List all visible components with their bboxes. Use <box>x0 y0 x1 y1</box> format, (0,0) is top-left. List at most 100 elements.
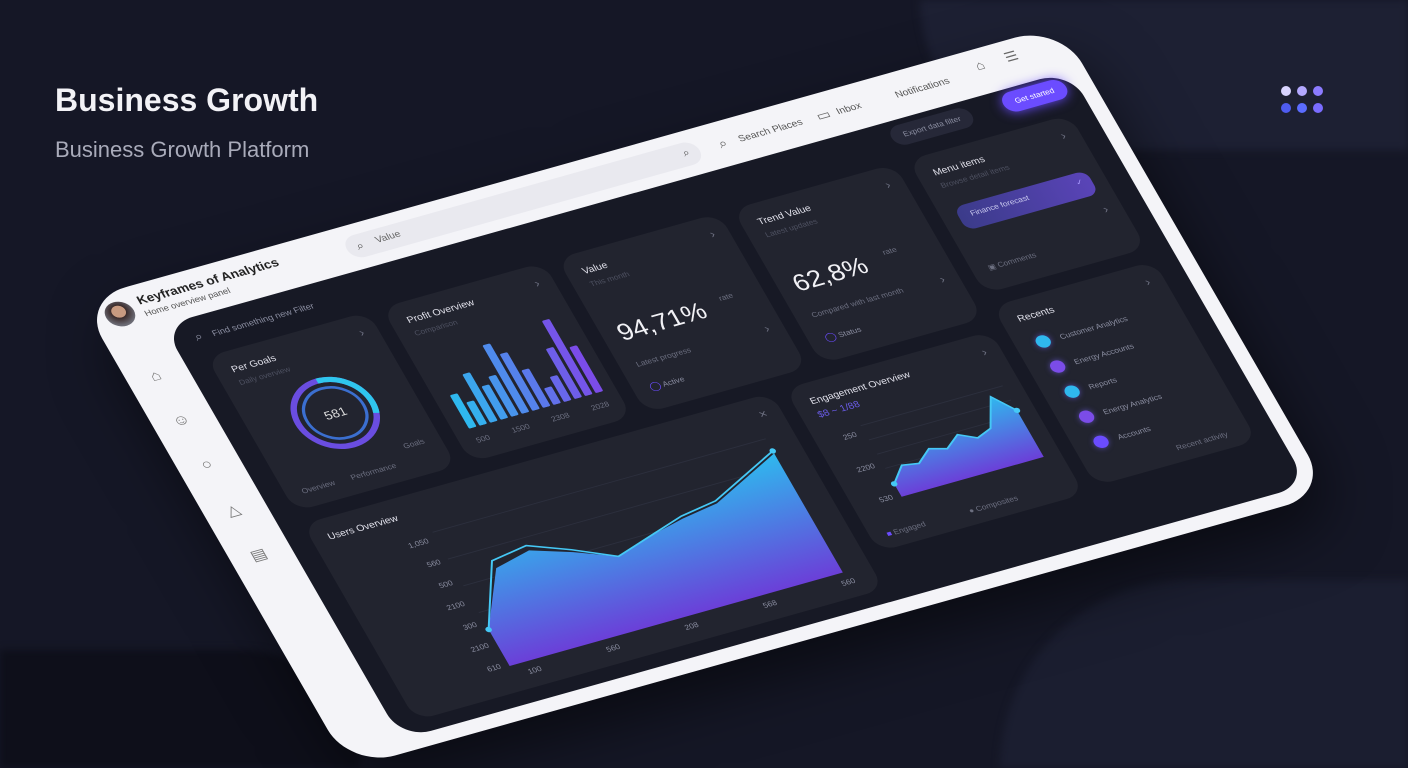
engagement-area-chart: 250 2200 530 <box>841 385 1044 504</box>
hero-subtitle: Business Growth Platform <box>55 137 310 162</box>
kpi-caption: Latest progress <box>634 345 693 369</box>
search-placeholder: Value <box>373 229 404 246</box>
avatar[interactable] <box>99 298 141 330</box>
item-icon <box>1032 333 1054 350</box>
dot <box>1297 103 1307 113</box>
smile-icon[interactable]: ☺ <box>169 411 194 430</box>
x-tick-label: 100 <box>526 664 544 675</box>
users-area-chart: 1,050 560 500 2100 300 2100 610 100 560 208 568 560 <box>407 438 858 676</box>
card-title: Value <box>580 260 611 277</box>
item-label: Energy Analytics <box>1101 392 1164 416</box>
y-tick-label: 2100 <box>445 599 467 612</box>
bell-icon[interactable]: △ <box>223 502 244 520</box>
y-tick-label: 1,050 <box>407 537 432 550</box>
bar-chart-card: Profit Overview Comparison › 500 1500 23… <box>381 262 633 463</box>
y-tick-label: 610 <box>485 662 503 673</box>
bar <box>544 386 561 405</box>
comments-label: Comments <box>995 250 1039 270</box>
nav-link-inbox[interactable]: Inbox <box>834 100 864 117</box>
item-label: Reports <box>1086 375 1119 391</box>
list-item[interactable]: Reports <box>1061 373 1120 400</box>
list-item[interactable]: Energy Accounts <box>1047 340 1136 375</box>
bar <box>488 375 519 417</box>
gridline <box>447 465 782 560</box>
chevron-right-icon[interactable]: › <box>706 226 718 241</box>
device-frame: Keyframes of Analytics Home overview pan… <box>80 25 1330 768</box>
button-label: Finance forecast <box>968 193 1031 218</box>
get-started-button[interactable]: Get started <box>997 77 1072 115</box>
dot <box>1313 103 1323 113</box>
y-tick-label: 500 <box>437 579 455 590</box>
search-icon[interactable]: ⌕ <box>714 135 731 151</box>
item-icon <box>1090 434 1112 450</box>
y-tick-label: 300 <box>461 620 479 631</box>
circle-icon[interactable]: ○ <box>198 456 216 474</box>
item-label: Energy Accounts <box>1072 341 1136 366</box>
close-icon[interactable]: × <box>755 406 771 422</box>
dot <box>1281 86 1291 96</box>
area-fill <box>488 453 843 667</box>
chevron-right-icon[interactable]: › <box>881 177 894 192</box>
list-item[interactable]: Energy Analytics <box>1076 390 1164 425</box>
search-icon[interactable]: ⌕ <box>680 147 693 160</box>
gridline <box>860 385 1004 427</box>
legend-label: Composites <box>973 494 1020 514</box>
data-point[interactable] <box>768 448 777 455</box>
tick-label: 2028 <box>589 399 612 413</box>
chevron-right-icon[interactable]: › <box>355 325 368 340</box>
home-icon[interactable]: ⌂ <box>147 367 165 385</box>
tick-label: 1500 <box>509 422 532 435</box>
donut-label: Overview <box>299 478 337 496</box>
chevron-right-icon[interactable]: › <box>978 344 990 359</box>
data-point[interactable] <box>1013 407 1022 414</box>
data-point[interactable] <box>484 626 493 633</box>
bar <box>546 347 582 399</box>
kpi-unit: rate <box>717 291 735 303</box>
donut-inner-ring <box>301 386 369 440</box>
chevron-right-icon[interactable]: › <box>936 272 948 286</box>
inbox-icon[interactable]: ▭ <box>812 106 834 124</box>
engagement-area-chart-card: Engagement Overview $8 ~ 1/88 › 250 2200 5… <box>784 331 1085 552</box>
dots-logo-icon <box>1281 86 1323 113</box>
chevron-right-icon[interactable]: › <box>531 276 543 290</box>
comments-link[interactable]: ▣ Comments <box>986 251 1038 272</box>
recents-footer: Recent activity <box>1174 430 1230 453</box>
nav-link-search-places[interactable]: Search Places <box>736 117 805 145</box>
status-badge: ◯ Status <box>823 324 864 343</box>
donut-label: Goals <box>401 437 427 451</box>
background-shape <box>1000 580 1408 768</box>
donut-value: 581 <box>321 404 350 423</box>
lock-icon[interactable]: ⌂ <box>971 57 988 73</box>
bar <box>482 343 529 414</box>
card-icon[interactable]: ▤ <box>247 546 271 565</box>
data-point[interactable] <box>890 481 899 488</box>
bar <box>550 375 572 402</box>
chevron-right-icon[interactable]: › <box>1057 128 1069 143</box>
list-item[interactable]: Accounts <box>1090 422 1154 450</box>
area-fill <box>894 396 1044 497</box>
chevron-right-icon[interactable]: › <box>760 321 773 336</box>
check-icon: ✓ <box>1074 177 1086 187</box>
kpi-value: 62,8% <box>786 251 874 297</box>
x-tick-label: 568 <box>761 598 779 609</box>
donut-card: Per Goals Daily overview › 581 Overview … <box>206 311 458 512</box>
y-tick-label: 2100 <box>469 641 491 654</box>
y-tick-label: 530 <box>877 493 895 504</box>
y-tick-label: 560 <box>425 558 443 569</box>
nav-link-notifications[interactable]: Notifications <box>893 76 952 101</box>
filter-button[interactable]: Export data filter <box>886 105 978 148</box>
chevron-right-icon[interactable]: › <box>1099 202 1112 216</box>
menu-icon[interactable]: ☰ <box>1001 47 1022 65</box>
card-title: Engagement Overview <box>808 369 913 407</box>
bar <box>521 368 550 408</box>
card-title: Recents <box>1015 305 1057 325</box>
bar <box>569 345 603 393</box>
chevron-right-icon[interactable]: › <box>1141 274 1154 289</box>
bar <box>500 352 540 411</box>
y-tick-label: 2200 <box>855 462 877 475</box>
x-tick-label: 560 <box>840 576 858 587</box>
hero-title: Business Growth <box>55 82 319 118</box>
legend-item: ● Composites <box>967 494 1020 515</box>
x-tick-label: 208 <box>683 620 701 631</box>
badge-text: Active <box>660 374 687 389</box>
